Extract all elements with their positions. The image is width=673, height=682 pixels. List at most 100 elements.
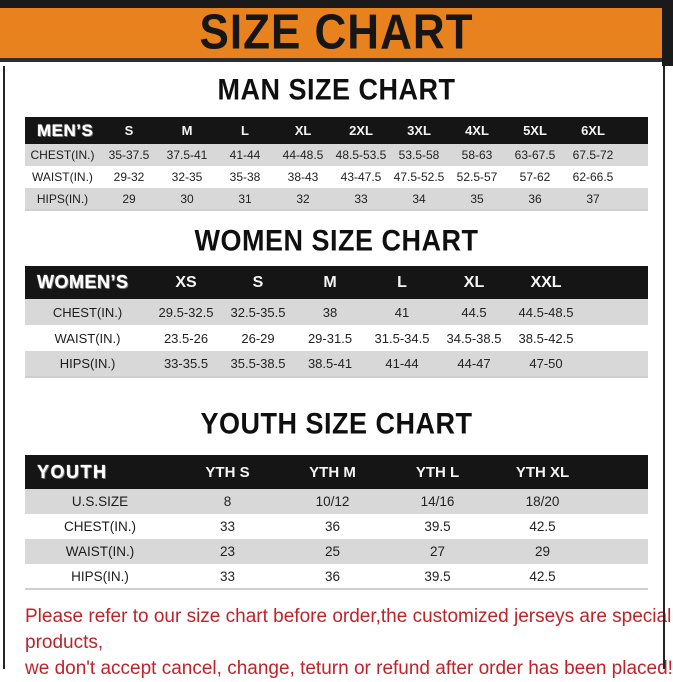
size-value-cell: 23 bbox=[175, 539, 280, 564]
size-value-cell: 41-44 bbox=[216, 144, 274, 166]
page-title: SIZE CHART bbox=[199, 5, 474, 60]
size-value-cell: 29-32 bbox=[100, 166, 158, 188]
size-value-cell: 44-47 bbox=[438, 351, 510, 377]
size-value-cell: 25 bbox=[280, 539, 385, 564]
row-spacer bbox=[595, 514, 648, 539]
size-value-cell: 62-66.5 bbox=[564, 166, 622, 188]
header-spacer bbox=[582, 266, 648, 299]
row-label: CHEST(IN.) bbox=[25, 144, 100, 166]
size-value-cell: 29-31.5 bbox=[294, 325, 366, 351]
size-value-cell: 18/20 bbox=[490, 489, 595, 514]
size-col-header: L bbox=[366, 266, 438, 299]
size-col-header: XXL bbox=[510, 266, 582, 299]
footer-note-line2: we don't accept cancel, change, teturn o… bbox=[25, 658, 673, 679]
size-col-header: 3XL bbox=[390, 117, 448, 144]
size-col-header: XS bbox=[150, 266, 222, 299]
size-col-header: M bbox=[294, 266, 366, 299]
size-value-cell: 14/16 bbox=[385, 489, 490, 514]
size-value-cell: 44-48.5 bbox=[274, 144, 332, 166]
footer-note-line1: Please refer to our size chart before or… bbox=[25, 606, 672, 653]
size-col-header: XL bbox=[438, 266, 510, 299]
row-label: WAIST(IN.) bbox=[25, 325, 150, 351]
size-value-cell: 37 bbox=[564, 188, 622, 210]
row-spacer bbox=[582, 351, 648, 377]
header-spacer bbox=[622, 117, 648, 144]
size-col-header: YTH M bbox=[280, 455, 385, 489]
size-value-cell: 30 bbox=[158, 188, 216, 210]
size-value-cell: 48.5-53.5 bbox=[332, 144, 390, 166]
size-value-cell: 34 bbox=[390, 188, 448, 210]
row-spacer bbox=[622, 188, 648, 210]
row-label: HIPS(IN.) bbox=[25, 188, 100, 210]
size-value-cell: 33 bbox=[175, 564, 280, 589]
size-value-cell: 29 bbox=[490, 539, 595, 564]
size-value-cell: 57-62 bbox=[506, 166, 564, 188]
women-header-row: WOMEN’S XS S M L XL XXL bbox=[25, 266, 648, 299]
youth-table-label: YOUTH bbox=[25, 455, 175, 489]
size-value-cell: 36 bbox=[280, 514, 385, 539]
size-value-cell: 26-29 bbox=[222, 325, 294, 351]
header-spacer bbox=[595, 455, 648, 489]
size-col-header: YTH S bbox=[175, 455, 280, 489]
row-label: HIPS(IN.) bbox=[25, 351, 150, 377]
row-label: HIPS(IN.) bbox=[25, 564, 175, 589]
size-col-header: M bbox=[158, 117, 216, 144]
size-col-header: L bbox=[216, 117, 274, 144]
youth-header-row: YOUTH YTH S YTH M YTH L YTH XL bbox=[25, 455, 648, 489]
size-value-cell: 58-63 bbox=[448, 144, 506, 166]
size-value-cell: 44.5 bbox=[438, 299, 510, 325]
size-value-cell: 35-37.5 bbox=[100, 144, 158, 166]
row-spacer bbox=[622, 144, 648, 166]
size-value-cell: 36 bbox=[280, 564, 385, 589]
size-value-cell: 33 bbox=[175, 514, 280, 539]
men-hips-row: HIPS(IN.) 29 30 31 32 33 34 35 36 37 bbox=[25, 188, 648, 210]
row-spacer bbox=[595, 489, 648, 514]
size-value-cell: 38.5-42.5 bbox=[510, 325, 582, 351]
size-col-header: 4XL bbox=[448, 117, 506, 144]
row-spacer bbox=[595, 564, 648, 589]
row-spacer bbox=[595, 539, 648, 564]
size-value-cell: 39.5 bbox=[385, 564, 490, 589]
row-label: CHEST(IN.) bbox=[25, 514, 175, 539]
size-value-cell: 37.5-41 bbox=[158, 144, 216, 166]
row-spacer bbox=[622, 166, 648, 188]
size-value-cell: 33 bbox=[332, 188, 390, 210]
women-chest-row: CHEST(IN.) 29.5-32.5 32.5-35.5 38 41 44.… bbox=[25, 299, 648, 325]
size-value-cell: 29 bbox=[100, 188, 158, 210]
row-label: WAIST(IN.) bbox=[25, 166, 100, 188]
size-value-cell: 52.5-57 bbox=[448, 166, 506, 188]
size-value-cell: 53.5-58 bbox=[390, 144, 448, 166]
size-value-cell: 8 bbox=[175, 489, 280, 514]
size-col-header: S bbox=[100, 117, 158, 144]
size-col-header: YTH XL bbox=[490, 455, 595, 489]
size-value-cell: 63-67.5 bbox=[506, 144, 564, 166]
left-frame-line bbox=[3, 66, 5, 669]
size-value-cell: 33-35.5 bbox=[150, 351, 222, 377]
right-frame-line bbox=[663, 66, 665, 669]
size-value-cell: 36 bbox=[506, 188, 564, 210]
row-spacer bbox=[582, 299, 648, 325]
banner-corner-block bbox=[662, 0, 673, 66]
size-col-header: 5XL bbox=[506, 117, 564, 144]
size-value-cell: 47.5-52.5 bbox=[390, 166, 448, 188]
youth-waist-row: WAIST(IN.) 23 25 27 29 bbox=[25, 539, 648, 564]
size-value-cell: 29.5-32.5 bbox=[150, 299, 222, 325]
women-size-table: WOMEN’S XS S M L XL XXL CHEST(IN.) 29.5-… bbox=[25, 266, 648, 378]
youth-ussize-row: U.S.SIZE 8 10/12 14/16 18/20 bbox=[25, 489, 648, 514]
men-size-table: MEN’S S M L XL 2XL 3XL 4XL 5XL 6XL CHEST… bbox=[25, 117, 648, 211]
top-black-strip bbox=[0, 0, 673, 8]
women-table-label: WOMEN’S bbox=[25, 266, 150, 299]
size-value-cell: 27 bbox=[385, 539, 490, 564]
men-chart-heading: MAN SIZE CHART bbox=[217, 73, 456, 107]
size-value-cell: 38-43 bbox=[274, 166, 332, 188]
youth-chest-row: CHEST(IN.) 33 36 39.5 42.5 bbox=[25, 514, 648, 539]
size-value-cell: 41 bbox=[366, 299, 438, 325]
size-value-cell: 42.5 bbox=[490, 514, 595, 539]
size-value-cell: 35-38 bbox=[216, 166, 274, 188]
size-col-header: XL bbox=[274, 117, 332, 144]
size-value-cell: 35 bbox=[448, 188, 506, 210]
size-value-cell: 42.5 bbox=[490, 564, 595, 589]
youth-size-table: YOUTH YTH S YTH M YTH L YTH XL U.S.SIZE … bbox=[25, 455, 648, 590]
size-value-cell: 32.5-35.5 bbox=[222, 299, 294, 325]
